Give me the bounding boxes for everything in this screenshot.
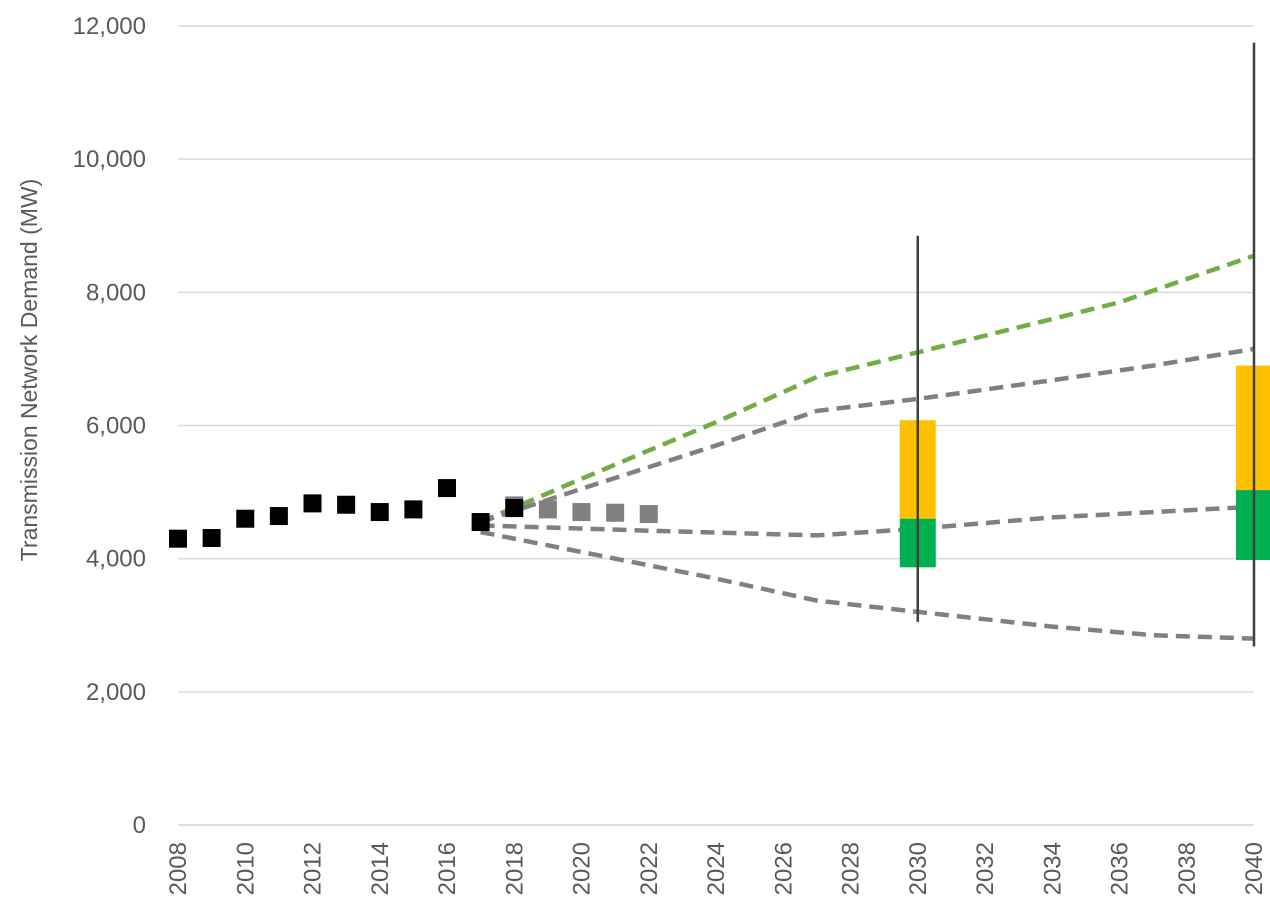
scenario-line	[480, 504, 1255, 538]
forecast-point	[606, 503, 625, 522]
scenario-lines	[479, 253, 1255, 641]
historical-point	[202, 529, 221, 548]
y-tick-label: 2,000	[86, 679, 146, 706]
y-tick-label: 12,000	[73, 13, 146, 40]
x-tick-label: 2036	[1107, 842, 1134, 895]
historical-point	[236, 509, 255, 528]
x-tick-label: 2014	[367, 842, 394, 895]
x-tick-label: 2018	[501, 842, 528, 895]
historical-point	[438, 479, 456, 498]
x-tick-label: 2026	[770, 842, 797, 895]
y-axis-label: Transmission Network Demand (MW)	[16, 179, 42, 562]
scenario-line	[480, 529, 1255, 641]
x-tick-label: 2034	[1039, 842, 1066, 895]
forecast-point	[538, 500, 557, 519]
x-tick-label: 2016	[434, 842, 461, 895]
y-tick-label: 8,000	[86, 279, 146, 306]
x-tick-label: 2008	[165, 842, 192, 895]
historical-point	[269, 507, 288, 526]
x-tick-labels: 2008 2010 2012 2014 2016 2018 2020 2022 2024 2026…	[165, 842, 1268, 895]
historical-point	[169, 529, 187, 548]
forecast-point	[639, 505, 658, 524]
x-tick-label: 2012	[300, 842, 327, 895]
x-tick-label: 2020	[569, 842, 596, 895]
x-tick-label: 2010	[232, 842, 259, 895]
y-tick-labels: 0 2,000 4,000 6,000 8,000 10,000 12,000	[73, 13, 146, 839]
scenario-line	[479, 346, 1255, 525]
historical-point	[303, 494, 322, 513]
scenario-ranges	[899, 42, 1270, 647]
scenario-line	[479, 253, 1255, 525]
historical-point	[404, 500, 423, 519]
historical-point	[471, 513, 490, 532]
x-tick-label: 2038	[1174, 842, 1201, 895]
y-tick-label: 4,000	[86, 546, 146, 573]
y-tick-label: 6,000	[86, 413, 146, 440]
x-tick-label: 2030	[905, 842, 932, 895]
historical-point	[505, 499, 524, 518]
y-tick-label: 10,000	[73, 146, 146, 173]
x-tick-label: 2022	[636, 842, 663, 895]
x-tick-label: 2024	[703, 842, 730, 895]
x-tick-label: 2028	[838, 842, 865, 895]
y-tick-label: 0	[133, 812, 146, 839]
forecast-point	[572, 503, 591, 522]
data-markers	[169, 479, 658, 548]
x-tick-label: 2032	[972, 842, 999, 895]
historical-point	[370, 503, 389, 522]
x-tick-label: 2040	[1241, 842, 1268, 895]
gridlines	[178, 25, 1254, 826]
historical-point	[337, 495, 356, 514]
